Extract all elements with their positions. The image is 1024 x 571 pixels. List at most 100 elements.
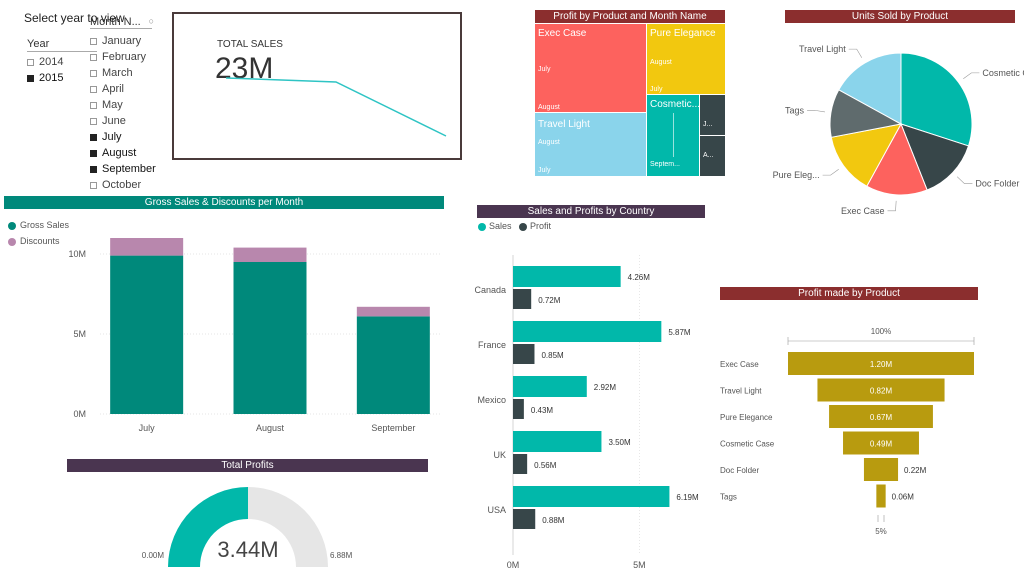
funnel-bar[interactable] <box>876 484 886 508</box>
legend-sales: Sales <box>478 221 512 231</box>
bar-gross-sales[interactable] <box>233 262 307 414</box>
funnel-category-label: Tags <box>720 493 737 502</box>
pie-slice[interactable] <box>900 52 973 147</box>
treemap-tile-small-2[interactable]: A... <box>700 136 725 176</box>
funnel-bar[interactable] <box>843 431 919 455</box>
tile-title: Travel Light <box>538 119 590 130</box>
checkbox-icon[interactable] <box>90 101 97 109</box>
funnel-bar[interactable] <box>817 378 945 402</box>
checkbox-icon[interactable] <box>90 85 97 93</box>
bar-profit[interactable] <box>513 399 524 419</box>
treemap-tile-pure-elegance[interactable]: Pure Elegance August July <box>647 24 725 95</box>
checkbox-icon[interactable] <box>90 53 97 61</box>
slicer-item-march[interactable]: March <box>90 67 133 79</box>
checkbox-checked-icon[interactable] <box>27 74 34 82</box>
funnel-category-label: Cosmetic Case <box>720 440 775 449</box>
checkbox-icon[interactable] <box>90 37 97 45</box>
funnel-category-label: Exec Case <box>720 360 759 369</box>
treemap-tile-travel-light[interactable]: Travel Light August July <box>535 113 647 176</box>
slicer-item-may[interactable]: May <box>90 99 123 111</box>
slicer-item-january[interactable]: January <box>90 35 141 47</box>
y-tick-label: 5M <box>73 329 86 339</box>
checkbox-icon[interactable] <box>90 69 97 77</box>
legend-gross-sales: Gross Sales <box>8 220 69 230</box>
slicer-item-label: 2015 <box>39 72 64 84</box>
checkbox-icon[interactable] <box>90 181 97 189</box>
bar-discounts[interactable] <box>110 238 184 256</box>
pie-slice[interactable] <box>866 122 928 196</box>
slicer-item-label: January <box>102 35 142 47</box>
legend-dot <box>8 237 16 246</box>
total-profits-gauge[interactable]: 3.44M 0.00M 6.88M <box>140 475 370 571</box>
slicer-item-2014[interactable]: 2014 <box>27 56 63 68</box>
pie-slice[interactable] <box>830 123 902 187</box>
slicer-item-june[interactable]: June <box>90 115 126 127</box>
x-tick-label: 5M <box>633 560 646 570</box>
gross-sales-title: Gross Sales & Discounts per Month <box>4 196 444 209</box>
bar-discounts[interactable] <box>356 306 430 317</box>
treemap-tile-small-1[interactable]: J... <box>700 95 725 136</box>
slicer-item-february[interactable]: February <box>90 51 146 63</box>
bar-gross-sales[interactable] <box>110 255 184 414</box>
gross-sales-chart[interactable]: 0M 5M 10M July August September <box>60 220 450 440</box>
bar-profit[interactable] <box>513 289 532 309</box>
y-tick-label: France <box>478 340 506 350</box>
funnel-bar[interactable] <box>829 405 933 428</box>
y-tick-label: Canada <box>474 285 506 295</box>
bar-sales[interactable] <box>513 486 670 507</box>
country-chart[interactable]: 0M 5M Canada 4.26M 0.72M France 5.87M 0.85M Mexi… <box>470 255 710 571</box>
funnel-bar[interactable] <box>788 352 974 375</box>
slicer-item-september[interactable]: September <box>90 163 156 175</box>
slicer-item-label: May <box>102 99 123 111</box>
checkbox-checked-icon[interactable] <box>90 133 97 141</box>
slicer-item-october[interactable]: October <box>90 179 141 191</box>
slicer-item-2015[interactable]: 2015 <box>27 72 63 84</box>
total-sales-card[interactable]: TOTAL SALES 23M <box>172 12 462 160</box>
legend-label: Sales <box>489 221 512 231</box>
bar-sales[interactable] <box>513 431 602 452</box>
checkbox-icon[interactable] <box>27 58 34 66</box>
legend-label: Discounts <box>20 236 60 246</box>
funnel-bottom-label: 5% <box>875 527 887 536</box>
bar-sales[interactable] <box>513 266 621 287</box>
tile-sub: Septem... <box>650 161 680 168</box>
funnel-category-label: Travel Light <box>720 387 762 396</box>
gauge-value-arc[interactable] <box>168 487 248 567</box>
units-pie-title: Units Sold by Product <box>785 10 1015 23</box>
bar-data-label: 2.92M <box>594 383 617 392</box>
funnel-chart[interactable]: 100% Exec Case 1.20M Travel Light 0.82M Pure … <box>715 320 1015 540</box>
bar-profit[interactable] <box>513 454 528 474</box>
units-pie-chart[interactable]: Cosmetic Case Doc Folder Exec Case Pure Ele… <box>770 26 1024 222</box>
checkbox-checked-icon[interactable] <box>90 165 97 173</box>
pie-label: Cosmetic Case <box>982 68 1024 78</box>
bar-discounts[interactable] <box>233 247 307 262</box>
slicer-item-label: February <box>102 51 147 63</box>
tile-title: Pure Elegance <box>650 28 716 39</box>
slicer-item-april[interactable]: April <box>90 83 124 95</box>
bar-sales[interactable] <box>513 321 662 342</box>
checkbox-checked-icon[interactable] <box>90 149 97 157</box>
eraser-icon[interactable]: ○ <box>148 16 154 26</box>
checkbox-icon[interactable] <box>90 117 97 125</box>
bar-sales[interactable] <box>513 376 587 397</box>
tile-divider <box>673 113 674 157</box>
treemap-tile-cosmetic-case[interactable]: Cosmetic... Septem... <box>647 95 700 176</box>
treemap-tile-exec-case[interactable]: Exec Case July August <box>535 24 647 113</box>
x-tick-label: August <box>256 423 285 433</box>
pie-slice[interactable] <box>838 52 902 125</box>
treemap-chart[interactable]: Exec Case July August Pure Elegance Augu… <box>535 24 725 176</box>
slicer-item-july[interactable]: July <box>90 131 122 143</box>
pie-slice[interactable] <box>900 123 970 191</box>
gauge-remaining-arc[interactable] <box>248 487 328 567</box>
slicer-item-label: June <box>102 115 126 127</box>
bar-gross-sales[interactable] <box>356 316 430 414</box>
funnel-bar[interactable] <box>863 458 899 481</box>
funnel-category-label: Pure Elegance <box>720 413 773 422</box>
bar-data-label: 0.72M <box>538 296 561 305</box>
legend-dot <box>8 221 16 230</box>
bar-data-label: 0.43M <box>531 406 554 415</box>
bar-profit[interactable] <box>513 509 536 529</box>
pie-leader-line <box>887 200 897 212</box>
slicer-item-august[interactable]: August <box>90 147 136 159</box>
bar-profit[interactable] <box>513 344 535 364</box>
